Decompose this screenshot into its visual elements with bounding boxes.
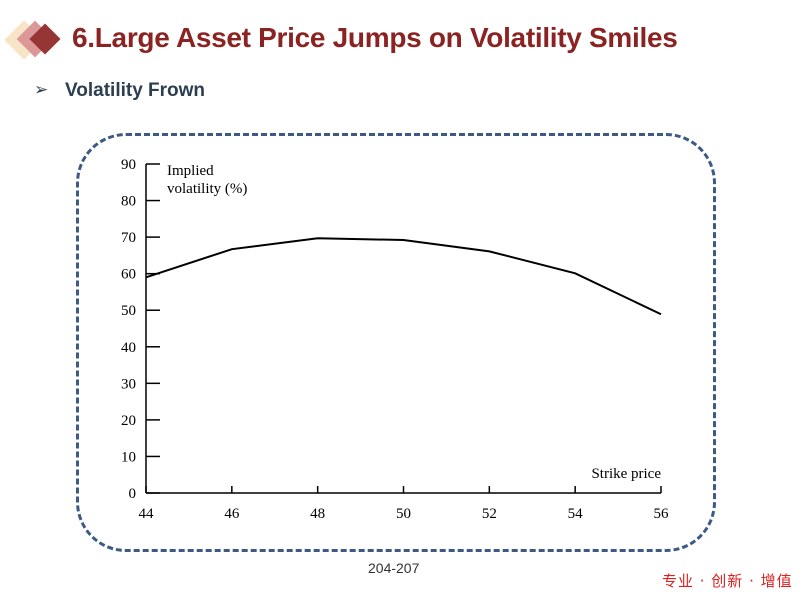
- y-axis-label-line1: Implied: [167, 163, 214, 179]
- y-tick-label: 40: [121, 340, 136, 356]
- y-tick-label: 30: [121, 376, 136, 392]
- y-axis-label-line2: volatility (%): [167, 181, 247, 197]
- page-reference: 204-207: [368, 560, 420, 576]
- y-tick-label: 50: [121, 303, 136, 319]
- arrowhead-bullet-icon: ➢: [34, 80, 49, 100]
- logo-diamonds-icon: [4, 20, 61, 60]
- y-tick-label: 0: [129, 486, 137, 502]
- slogan: 专业 · 创新 · 增值: [662, 572, 793, 590]
- y-tick-label: 20: [121, 413, 136, 429]
- x-tick-label: 44: [139, 506, 155, 522]
- y-tick-label: 10: [121, 449, 136, 465]
- y-tick-label: 80: [121, 194, 136, 210]
- x-tick-label: 46: [224, 506, 240, 522]
- y-tick-label: 70: [121, 230, 136, 246]
- x-tick-label: 50: [396, 506, 411, 522]
- x-tick-label: 56: [654, 506, 670, 522]
- x-tick-label: 48: [310, 506, 325, 522]
- x-tick-label: 54: [568, 506, 584, 522]
- x-tick-label: 52: [482, 506, 497, 522]
- x-axis-label: Strike price: [591, 466, 661, 482]
- slide-subtitle: Volatility Frown: [65, 80, 206, 101]
- slide-title: 6.Large Asset Price Jumps on Volatility …: [72, 22, 678, 53]
- implied-volatility-line: [145, 237, 662, 316]
- y-tick-label: 90: [121, 157, 136, 173]
- dashed-frame: [76, 133, 716, 552]
- y-tick-label: 60: [121, 267, 136, 283]
